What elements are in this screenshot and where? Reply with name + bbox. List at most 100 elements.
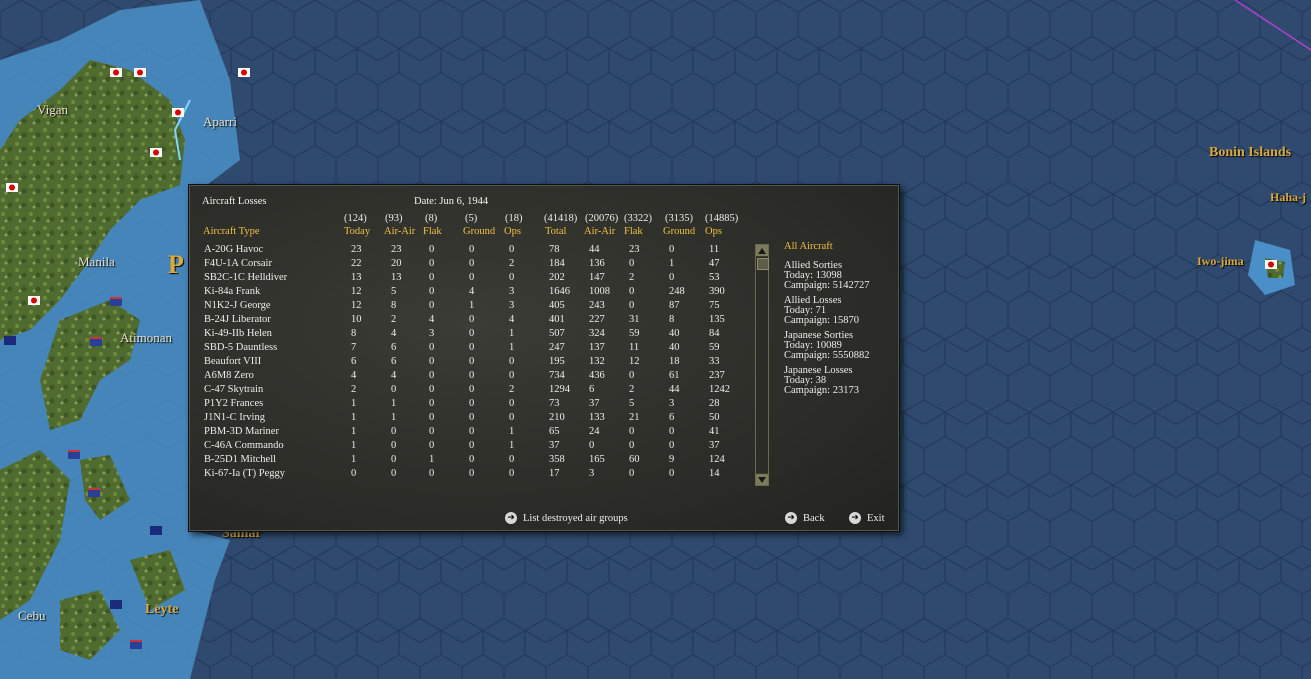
airair-total-cell: 147 (589, 272, 605, 283)
aircraft-type-cell[interactable]: N1K2-J George (204, 300, 271, 311)
exit-button[interactable]: ➜ Exit (849, 512, 885, 524)
ground-today-cell: 0 (469, 314, 475, 325)
aircraft-type-cell[interactable]: Beaufort VIII (204, 356, 262, 367)
allied-losses-campaign: Campaign: 15870 (784, 315, 859, 326)
table-row[interactable]: B-24J Liberator 10 2 4 0 4 401 227 31 8 135 (189, 313, 749, 327)
flak-total-cell: 11 (629, 342, 640, 353)
aircraft-type-cell[interactable]: B-24J Liberator (204, 314, 271, 325)
scroll-thumb[interactable] (757, 258, 769, 270)
table-row[interactable]: N1K2-J George 12 8 0 1 3 405 243 0 87 75 (189, 299, 749, 313)
header-airair-today[interactable]: Air-Air (384, 226, 416, 237)
header-airair-campaign[interactable]: Air-Air (584, 226, 616, 237)
ground-total-cell: 87 (669, 300, 680, 311)
table-row[interactable]: A6M8 Zero 4 4 0 0 0 734 436 0 61 237 (189, 369, 749, 383)
airair-today-cell: 0 (391, 440, 397, 451)
aircraft-type-cell[interactable]: A6M8 Zero (204, 370, 254, 381)
back-button[interactable]: ➜ Back (785, 512, 825, 524)
ops-today-cell: 1 (509, 342, 515, 353)
aircraft-type-cell[interactable]: PBM-3D Mariner (204, 426, 279, 437)
header-flak-today-total: (8) (425, 213, 438, 224)
aircraft-type-cell[interactable]: A-20G Havoc (204, 244, 264, 255)
ops-today-cell: 4 (509, 314, 515, 325)
header-ground-campaign[interactable]: Ground (663, 226, 696, 237)
allied-sorties-campaign: Campaign: 5142727 (784, 280, 870, 291)
flak-total-cell: 0 (629, 286, 635, 297)
aircraft-type-cell[interactable]: J1N1-C Irving (204, 412, 265, 423)
ops-total-cell: 37 (709, 440, 720, 451)
header-aircraft-type[interactable]: Aircraft Type (203, 226, 260, 237)
japanese-sorties-campaign: Campaign: 5550882 (784, 350, 870, 361)
airair-today-cell: 4 (391, 328, 397, 339)
table-row[interactable]: PBM-3D Mariner 1 0 0 0 1 65 24 0 0 41 (189, 425, 749, 439)
airair-today-cell: 1 (391, 412, 397, 423)
dialog-title: Aircraft Losses (202, 196, 267, 207)
ops-today-cell: 0 (509, 244, 515, 255)
aircraft-type-cell[interactable]: Ki-84a Frank (204, 286, 261, 297)
header-ground-today[interactable]: Ground (463, 226, 496, 237)
arrow-right-circle-icon: ➜ (785, 512, 797, 524)
header-ops-campaign[interactable]: Ops (705, 226, 722, 237)
aircraft-losses-dialog: Aircraft Losses Date: Jun 6, 1944 Aircra… (188, 184, 900, 532)
table-row[interactable]: F4U-1A Corsair 22 20 0 0 2 184 136 0 1 47 (189, 257, 749, 271)
today-cell: 23 (351, 244, 362, 255)
aircraft-type-cell[interactable]: C-46A Commando (204, 440, 284, 451)
ops-today-cell: 3 (509, 300, 515, 311)
list-destroyed-air-groups-button[interactable]: ➜ List destroyed air groups (505, 512, 628, 524)
table-row[interactable]: P1Y2 Frances 1 1 0 0 0 73 37 5 3 28 (189, 397, 749, 411)
table-row[interactable]: A-20G Havoc 23 23 0 0 0 78 44 23 0 11 (189, 243, 749, 257)
header-today[interactable]: Today (344, 226, 371, 237)
header-ops-today[interactable]: Ops (504, 226, 521, 237)
table-row[interactable]: Beaufort VIII 6 6 0 0 0 195 132 12 18 33 (189, 355, 749, 369)
table-row[interactable]: Ki-49-IIb Helen 8 4 3 0 1 507 324 59 40 84 (189, 327, 749, 341)
triangle-up-icon (758, 247, 766, 254)
ground-today-cell: 0 (469, 454, 475, 465)
flak-today-cell: 0 (429, 300, 435, 311)
aircraft-type-cell[interactable]: SB2C-1C Helldiver (204, 272, 288, 283)
airair-total-cell: 44 (589, 244, 600, 255)
table-row[interactable]: Ki-84a Frank 12 5 0 4 3 1646 1008 0 248 390 (189, 285, 749, 299)
map-label-aparri: Aparri (203, 114, 237, 129)
map-label-cebu: Cebu (18, 608, 46, 623)
flak-total-cell: 0 (629, 440, 635, 451)
today-cell: 1 (351, 454, 357, 465)
ground-today-cell: 0 (469, 356, 475, 367)
arrow-right-circle-icon: ➜ (849, 512, 861, 524)
header-total-campaign[interactable]: Total (545, 226, 567, 237)
aircraft-type-cell[interactable]: P1Y2 Frances (204, 398, 264, 409)
table-row[interactable]: J1N1-C Irving 1 1 0 0 0 210 133 21 6 50 (189, 411, 749, 425)
total-cell: 358 (549, 454, 565, 465)
japanese-losses-today: Today: 38 (784, 375, 827, 386)
airair-total-cell: 6 (589, 384, 595, 395)
table-row[interactable]: SBD-5 Dauntless 7 6 0 0 1 247 137 11 40 59 (189, 341, 749, 355)
header-flak-today[interactable]: Flak (423, 226, 442, 237)
aircraft-type-cell[interactable]: Ki-49-IIb Helen (204, 328, 272, 339)
aircraft-type-cell[interactable]: SBD-5 Dauntless (204, 342, 278, 353)
ground-today-cell: 0 (469, 370, 475, 381)
today-cell: 8 (351, 328, 357, 339)
aircraft-type-cell[interactable]: B-25D1 Mitchell (204, 454, 277, 465)
ground-total-cell: 0 (669, 440, 675, 451)
ops-today-cell: 1 (509, 328, 515, 339)
ops-total-cell: 53 (709, 272, 720, 283)
table-row[interactable]: Ki-67-Ia (T) Peggy 0 0 0 0 0 17 3 0 0 14 (189, 467, 749, 481)
airair-today-cell: 0 (391, 454, 397, 465)
header-flak-campaign[interactable]: Flak (624, 226, 643, 237)
table-row[interactable]: B-25D1 Mitchell 1 0 1 0 0 358 165 60 9 124 (189, 453, 749, 467)
summary-heading[interactable]: All Aircraft (784, 241, 833, 252)
aircraft-type-cell[interactable]: Ki-67-Ia (T) Peggy (204, 468, 286, 479)
aircraft-type-cell[interactable]: C-47 Skytrain (204, 384, 264, 395)
ops-total-cell: 1242 (709, 384, 730, 395)
airair-today-cell: 4 (391, 370, 397, 381)
scroll-up-button[interactable] (756, 245, 768, 257)
table-row[interactable]: C-46A Commando 1 0 0 0 1 37 0 0 0 37 (189, 439, 749, 453)
ground-today-cell: 0 (469, 342, 475, 353)
ground-total-cell: 61 (669, 370, 680, 381)
table-row[interactable]: SB2C-1C Helldiver 13 13 0 0 0 202 147 2 0 53 (189, 271, 749, 285)
table-scrollbar[interactable] (755, 244, 769, 486)
scroll-down-button[interactable] (756, 473, 768, 485)
header-flak-campaign-total: (3322) (624, 213, 652, 224)
table-row[interactable]: C-47 Skytrain 2 0 0 0 2 1294 6 2 44 1242 (189, 383, 749, 397)
exit-label: Exit (867, 512, 885, 524)
aircraft-type-cell[interactable]: F4U-1A Corsair (204, 258, 272, 269)
airair-today-cell: 0 (391, 468, 397, 479)
